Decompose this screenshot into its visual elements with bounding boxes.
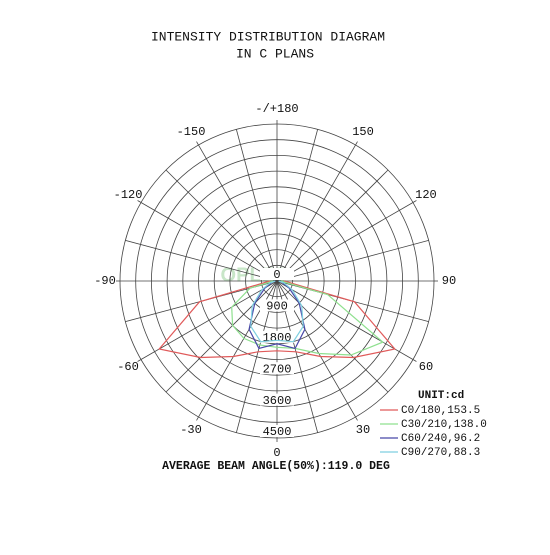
spoke [125, 239, 278, 282]
legend-label: C60/240,96.2 [401, 433, 480, 445]
angle-tick-label: -60 [117, 360, 139, 374]
r-label-bg [260, 330, 294, 343]
r-tick-label: 2700 [263, 362, 292, 376]
spoke [276, 129, 319, 282]
chart-subtitle: IN C PLANS [236, 46, 314, 61]
angle-tick [196, 416, 199, 421]
angle-tick-label: -/+180 [255, 102, 298, 116]
spoke [198, 144, 278, 282]
r-tick-label: 3600 [263, 394, 292, 408]
angle-tick [355, 141, 358, 146]
spoke [140, 280, 278, 360]
angle-tick-label: -150 [177, 125, 206, 139]
r-label-bg [260, 362, 294, 375]
angle-tick-label: 0 [273, 446, 280, 460]
spoke [235, 129, 278, 282]
spoke [165, 169, 278, 282]
angle-tick-label: 150 [352, 125, 374, 139]
spoke [276, 144, 356, 282]
r-tick-label: 1800 [263, 331, 292, 345]
angle-tick-label: -120 [114, 188, 143, 202]
angle-tick-label: 30 [356, 423, 370, 437]
angle-tick [412, 200, 417, 203]
r-tick-label: 4500 [263, 425, 292, 439]
r-label-bg [260, 299, 294, 312]
series-curve [250, 280, 304, 343]
angle-tick [355, 416, 358, 421]
angle-tick-label: -90 [94, 274, 116, 288]
r-label-bg [260, 425, 294, 437]
spoke [276, 280, 414, 360]
spoke [276, 202, 414, 282]
legend-label: C0/180,153.5 [401, 405, 480, 417]
angle-tick [412, 359, 417, 362]
series-curve [231, 280, 384, 356]
series-curve [158, 280, 396, 359]
footer: AVERAGE BEAM ANGLE(50%):119.0 DEG [162, 460, 390, 473]
spoke [276, 280, 389, 393]
angle-tick-label: 90 [442, 274, 456, 288]
r-tick-label: 900 [266, 300, 288, 314]
spoke [140, 202, 278, 282]
angle-tick-label: -30 [180, 423, 202, 437]
spoke [276, 239, 429, 282]
r-tick-label: 0 [273, 268, 280, 282]
angle-tick-label: 60 [419, 360, 433, 374]
chart-title: INTENSITY DISTRIBUTION DIAGRAM [151, 29, 385, 44]
r-label-bg [260, 268, 294, 280]
legend-label: C30/210,138.0 [401, 419, 487, 431]
angle-tick [137, 200, 142, 203]
spoke [165, 280, 278, 393]
unit-label: UNIT:cd [418, 390, 464, 402]
r-label-bg [260, 393, 294, 406]
angle-tick-label: 120 [415, 188, 437, 202]
angle-tick [137, 359, 142, 362]
spoke [276, 169, 389, 282]
angle-tick [196, 141, 199, 146]
legend-label: C90/270,88.3 [401, 447, 480, 459]
